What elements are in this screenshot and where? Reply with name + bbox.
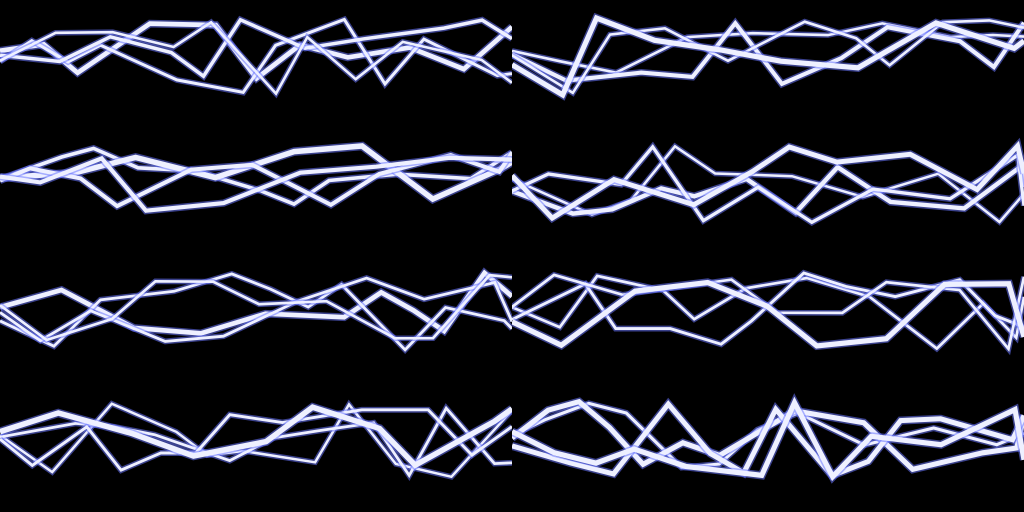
- lightning-bolt-graphic: [512, 12, 1024, 101]
- lightning-bolt-graphic: [0, 267, 512, 354]
- lightning-bolt-graphic: [512, 269, 1024, 356]
- bolt-strand: [512, 140, 1024, 222]
- lightning-frame: [512, 256, 1024, 384]
- bolt-strand: [0, 17, 512, 79]
- bolt-strand: [0, 273, 512, 342]
- bolt-strand: [0, 404, 512, 469]
- bolt-strand: [0, 20, 512, 96]
- lightning-frame: [512, 0, 1024, 128]
- bolt-strand: [0, 276, 512, 343]
- bolt-strand: [0, 408, 512, 472]
- bolt-strand: [512, 400, 1024, 479]
- lightning-bolt-graphic: [0, 399, 512, 481]
- lightning-frame: [0, 0, 512, 128]
- lightning-frame: [0, 128, 512, 256]
- lightning-bolt-graphic: [0, 141, 512, 215]
- bolt-strand: [512, 14, 1024, 99]
- bolt-strand: [512, 279, 1024, 349]
- lightning-bolt-graphic: [512, 137, 1024, 226]
- lightning-frame: [0, 384, 512, 512]
- bolt-strand: [512, 19, 1024, 87]
- lightning-frame: [512, 384, 1024, 512]
- lightning-bolt-graphic: [512, 393, 1024, 484]
- bolt-strand: [512, 396, 1024, 482]
- lightning-bolt-graphic: [0, 15, 512, 99]
- bolt-strand: [0, 143, 512, 203]
- lightning-frame: [0, 256, 512, 384]
- lightning-frame: [512, 128, 1024, 256]
- bolt-strand: [0, 155, 512, 213]
- bolt-strand: [512, 19, 1024, 95]
